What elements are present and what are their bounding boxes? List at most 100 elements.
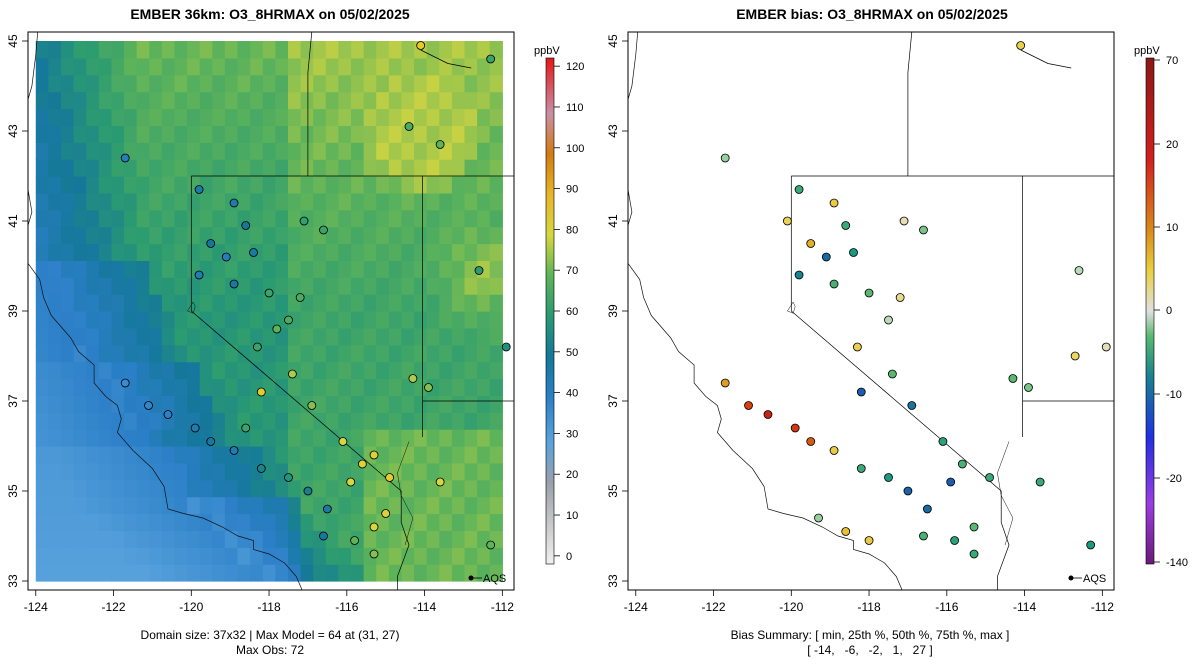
heatmap-cell xyxy=(124,226,138,245)
heatmap-cell xyxy=(187,142,201,160)
heatmap-cell xyxy=(401,159,415,177)
heatmap-cell xyxy=(363,192,377,211)
heatmap-cell xyxy=(187,91,201,110)
heatmap-cell xyxy=(388,294,403,312)
left-nv-ca-border xyxy=(190,176,402,492)
heatmap-cell xyxy=(161,294,176,312)
left-id-mt-border xyxy=(420,49,472,69)
heatmap-cell xyxy=(300,243,314,261)
heatmap-cell xyxy=(237,395,251,413)
heatmap-cell xyxy=(136,176,150,194)
heatmap-cell xyxy=(451,479,466,498)
heatmap-cell xyxy=(48,91,62,110)
heatmap-cell xyxy=(451,412,466,430)
heatmap-cell xyxy=(35,57,49,76)
heatmap-cell xyxy=(376,125,390,143)
heatmap-cell xyxy=(426,159,440,177)
heatmap-cell xyxy=(212,74,226,93)
heatmap-cell xyxy=(199,462,213,481)
heatmap-cell xyxy=(224,74,239,93)
heatmap-cell xyxy=(426,192,440,211)
heatmap-cell xyxy=(388,41,403,59)
heatmap-cell xyxy=(300,108,314,126)
left-y-tick: 41 xyxy=(6,214,20,228)
heatmap-cell xyxy=(388,496,403,515)
heatmap-cell xyxy=(388,547,403,565)
left-x-tick: -112 xyxy=(491,600,514,614)
heatmap-cell xyxy=(464,412,478,430)
heatmap-cell xyxy=(86,260,100,278)
heatmap-cell xyxy=(250,429,264,447)
heatmap-cell xyxy=(401,226,415,245)
heatmap-cell xyxy=(86,108,100,126)
heatmap-cell xyxy=(149,344,163,363)
right-colorbar-tick: -10 xyxy=(1166,389,1182,401)
heatmap-cell xyxy=(325,192,340,211)
heatmap-cell xyxy=(237,142,251,160)
heatmap-cell xyxy=(224,327,239,346)
heatmap-cell xyxy=(287,344,302,363)
heatmap-cell xyxy=(111,513,125,531)
heatmap-cell xyxy=(73,57,87,76)
heatmap-cell xyxy=(325,176,340,194)
left-y-tick: 33 xyxy=(6,574,20,588)
heatmap-cell xyxy=(287,125,302,143)
heatmap-cell xyxy=(161,462,176,481)
heatmap-cell xyxy=(124,327,138,346)
heatmap-cell xyxy=(161,327,176,346)
heatmap-cell xyxy=(477,462,491,481)
heatmap-cell xyxy=(237,378,251,396)
heatmap-cell xyxy=(338,311,352,329)
heatmap-cell xyxy=(439,108,453,126)
heatmap-cell xyxy=(376,91,390,110)
heatmap-cell xyxy=(237,192,251,211)
heatmap-cell xyxy=(237,57,251,76)
heatmap-cell xyxy=(287,530,302,548)
heatmap-cell xyxy=(338,277,352,295)
right-colorbar-tick: -140 xyxy=(1166,557,1188,569)
heatmap-cell xyxy=(161,496,176,515)
heatmap-cell xyxy=(451,142,466,160)
heatmap-cell xyxy=(313,209,327,228)
heatmap-cell xyxy=(287,311,302,329)
heatmap-cell xyxy=(275,496,289,515)
heatmap-cell xyxy=(73,294,87,312)
heatmap-cell xyxy=(363,395,377,413)
bias-point xyxy=(969,549,979,559)
heatmap-cell xyxy=(451,108,466,126)
heatmap-cell xyxy=(35,142,49,160)
heatmap-cell xyxy=(489,395,503,413)
heatmap-cell xyxy=(161,429,176,447)
heatmap-cell xyxy=(149,294,163,312)
heatmap-cell xyxy=(300,530,314,548)
heatmap-cell xyxy=(351,412,365,430)
heatmap-cell xyxy=(149,243,163,261)
heatmap-cell xyxy=(60,462,75,481)
obs-point xyxy=(357,459,367,469)
heatmap-cell xyxy=(313,479,327,498)
heatmap-cell xyxy=(313,192,327,211)
heatmap-cell xyxy=(439,159,453,177)
heatmap-cell xyxy=(464,479,478,498)
heatmap-cell xyxy=(187,513,201,531)
heatmap-cell xyxy=(111,547,125,565)
heatmap-cell xyxy=(439,395,453,413)
left-lake-tahoe xyxy=(187,301,196,314)
heatmap-cell xyxy=(300,311,314,329)
heatmap-cell xyxy=(86,429,100,447)
heatmap-cell xyxy=(477,564,491,582)
heatmap-cell xyxy=(60,260,75,278)
heatmap-cell xyxy=(313,564,327,582)
heatmap-cell xyxy=(451,159,466,177)
heatmap-cell xyxy=(73,378,87,396)
heatmap-cell xyxy=(313,277,327,295)
heatmap-cell xyxy=(388,125,403,143)
right-y-tick: 41 xyxy=(606,214,620,228)
heatmap-cell xyxy=(401,41,415,59)
heatmap-cell xyxy=(136,226,150,245)
heatmap-cell xyxy=(439,344,453,363)
heatmap-cell xyxy=(86,57,100,76)
heatmap-cell xyxy=(287,479,302,498)
heatmap-cell xyxy=(325,41,340,59)
heatmap-cell xyxy=(376,327,390,346)
